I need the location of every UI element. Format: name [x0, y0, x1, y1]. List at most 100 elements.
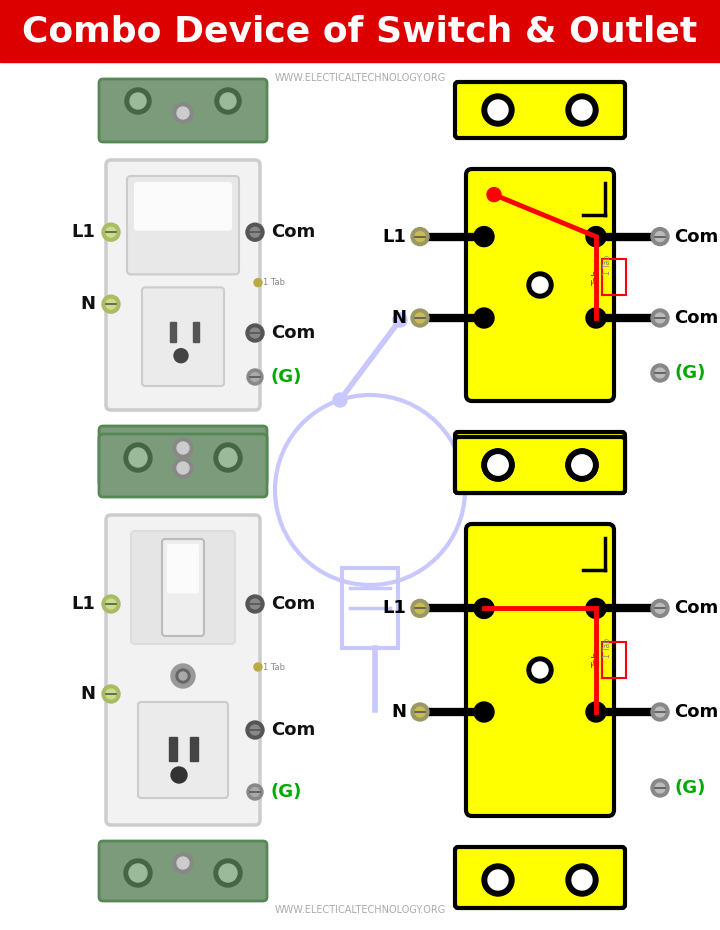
Circle shape	[415, 604, 425, 614]
Circle shape	[220, 448, 236, 464]
Text: Com: Com	[674, 703, 719, 721]
Circle shape	[130, 93, 146, 109]
Circle shape	[179, 672, 187, 680]
Circle shape	[254, 663, 262, 671]
Bar	[342, 568, 398, 648]
FancyBboxPatch shape	[138, 702, 228, 798]
FancyBboxPatch shape	[99, 434, 267, 497]
Circle shape	[106, 689, 116, 699]
Text: Com: Com	[271, 223, 315, 241]
Bar	[583, 538, 605, 570]
Circle shape	[247, 784, 263, 800]
Circle shape	[246, 721, 264, 739]
Circle shape	[173, 853, 193, 873]
Circle shape	[102, 223, 120, 241]
Circle shape	[532, 662, 548, 678]
Text: Com: Com	[271, 721, 315, 739]
FancyBboxPatch shape	[127, 176, 239, 274]
Circle shape	[415, 313, 425, 323]
Circle shape	[487, 188, 501, 202]
Bar	[583, 183, 605, 215]
Circle shape	[586, 702, 606, 722]
Circle shape	[411, 600, 429, 618]
Circle shape	[177, 442, 189, 454]
Bar	[170, 322, 176, 341]
Bar	[169, 737, 177, 761]
Circle shape	[177, 857, 189, 869]
FancyBboxPatch shape	[142, 287, 224, 386]
Circle shape	[651, 309, 669, 327]
Circle shape	[488, 455, 508, 475]
Circle shape	[247, 369, 263, 385]
Circle shape	[488, 870, 508, 890]
Circle shape	[586, 308, 606, 328]
Circle shape	[214, 444, 242, 472]
Circle shape	[651, 364, 669, 382]
Circle shape	[214, 859, 242, 887]
FancyBboxPatch shape	[455, 847, 625, 908]
Circle shape	[474, 598, 494, 618]
Circle shape	[655, 368, 665, 378]
Text: Com: Com	[674, 309, 719, 327]
Text: N: N	[391, 703, 406, 721]
Circle shape	[572, 870, 592, 890]
Circle shape	[250, 227, 260, 237]
Text: L1: L1	[71, 595, 95, 613]
Circle shape	[251, 788, 259, 796]
Text: WWW.ELECTICALTECHNOLOGY.ORG: WWW.ELECTICALTECHNOLOGY.ORG	[274, 905, 446, 915]
Circle shape	[474, 308, 494, 328]
Text: Com: Com	[271, 595, 315, 613]
FancyBboxPatch shape	[134, 182, 232, 231]
Circle shape	[246, 595, 264, 613]
Circle shape	[246, 223, 264, 241]
Circle shape	[130, 448, 146, 464]
Circle shape	[173, 103, 193, 123]
Bar	[0, 0, 720, 62]
Text: WWW.ELECTICALTECHNOLOGY.ORG: WWW.ELECTICALTECHNOLOGY.ORG	[274, 73, 446, 83]
Circle shape	[125, 88, 151, 114]
Circle shape	[474, 702, 494, 722]
Bar	[602, 259, 626, 296]
Circle shape	[102, 295, 120, 313]
Circle shape	[171, 664, 195, 688]
Circle shape	[488, 100, 508, 120]
Circle shape	[173, 438, 193, 458]
Circle shape	[572, 455, 592, 475]
Text: Com: Com	[271, 324, 315, 342]
Circle shape	[488, 455, 508, 475]
Text: (G): (G)	[271, 368, 302, 386]
Circle shape	[566, 449, 598, 481]
Circle shape	[527, 272, 553, 298]
Text: Tab: Tab	[592, 652, 602, 669]
FancyBboxPatch shape	[99, 841, 267, 901]
Circle shape	[527, 657, 553, 683]
Text: N: N	[80, 685, 95, 703]
Circle shape	[566, 94, 598, 126]
Circle shape	[106, 227, 116, 237]
Circle shape	[655, 232, 665, 242]
Bar	[602, 643, 626, 678]
Text: Com: Com	[674, 228, 719, 246]
Circle shape	[219, 864, 237, 882]
Circle shape	[106, 599, 116, 609]
Circle shape	[250, 725, 260, 735]
Circle shape	[411, 309, 429, 327]
FancyBboxPatch shape	[99, 79, 267, 142]
Circle shape	[651, 703, 669, 721]
Circle shape	[173, 458, 193, 478]
Text: 1 Tab: 1 Tab	[263, 662, 285, 671]
Text: 1 Tab: 1 Tab	[603, 255, 612, 275]
Circle shape	[572, 100, 592, 120]
FancyBboxPatch shape	[455, 432, 625, 493]
Text: L1: L1	[382, 228, 406, 246]
Circle shape	[586, 227, 606, 246]
Circle shape	[651, 779, 669, 797]
Text: L1: L1	[71, 223, 95, 241]
Text: (G): (G)	[271, 783, 302, 801]
Circle shape	[106, 299, 116, 309]
Circle shape	[566, 864, 598, 896]
Circle shape	[415, 707, 425, 717]
Circle shape	[482, 94, 514, 126]
Circle shape	[250, 328, 260, 338]
FancyBboxPatch shape	[167, 544, 199, 593]
